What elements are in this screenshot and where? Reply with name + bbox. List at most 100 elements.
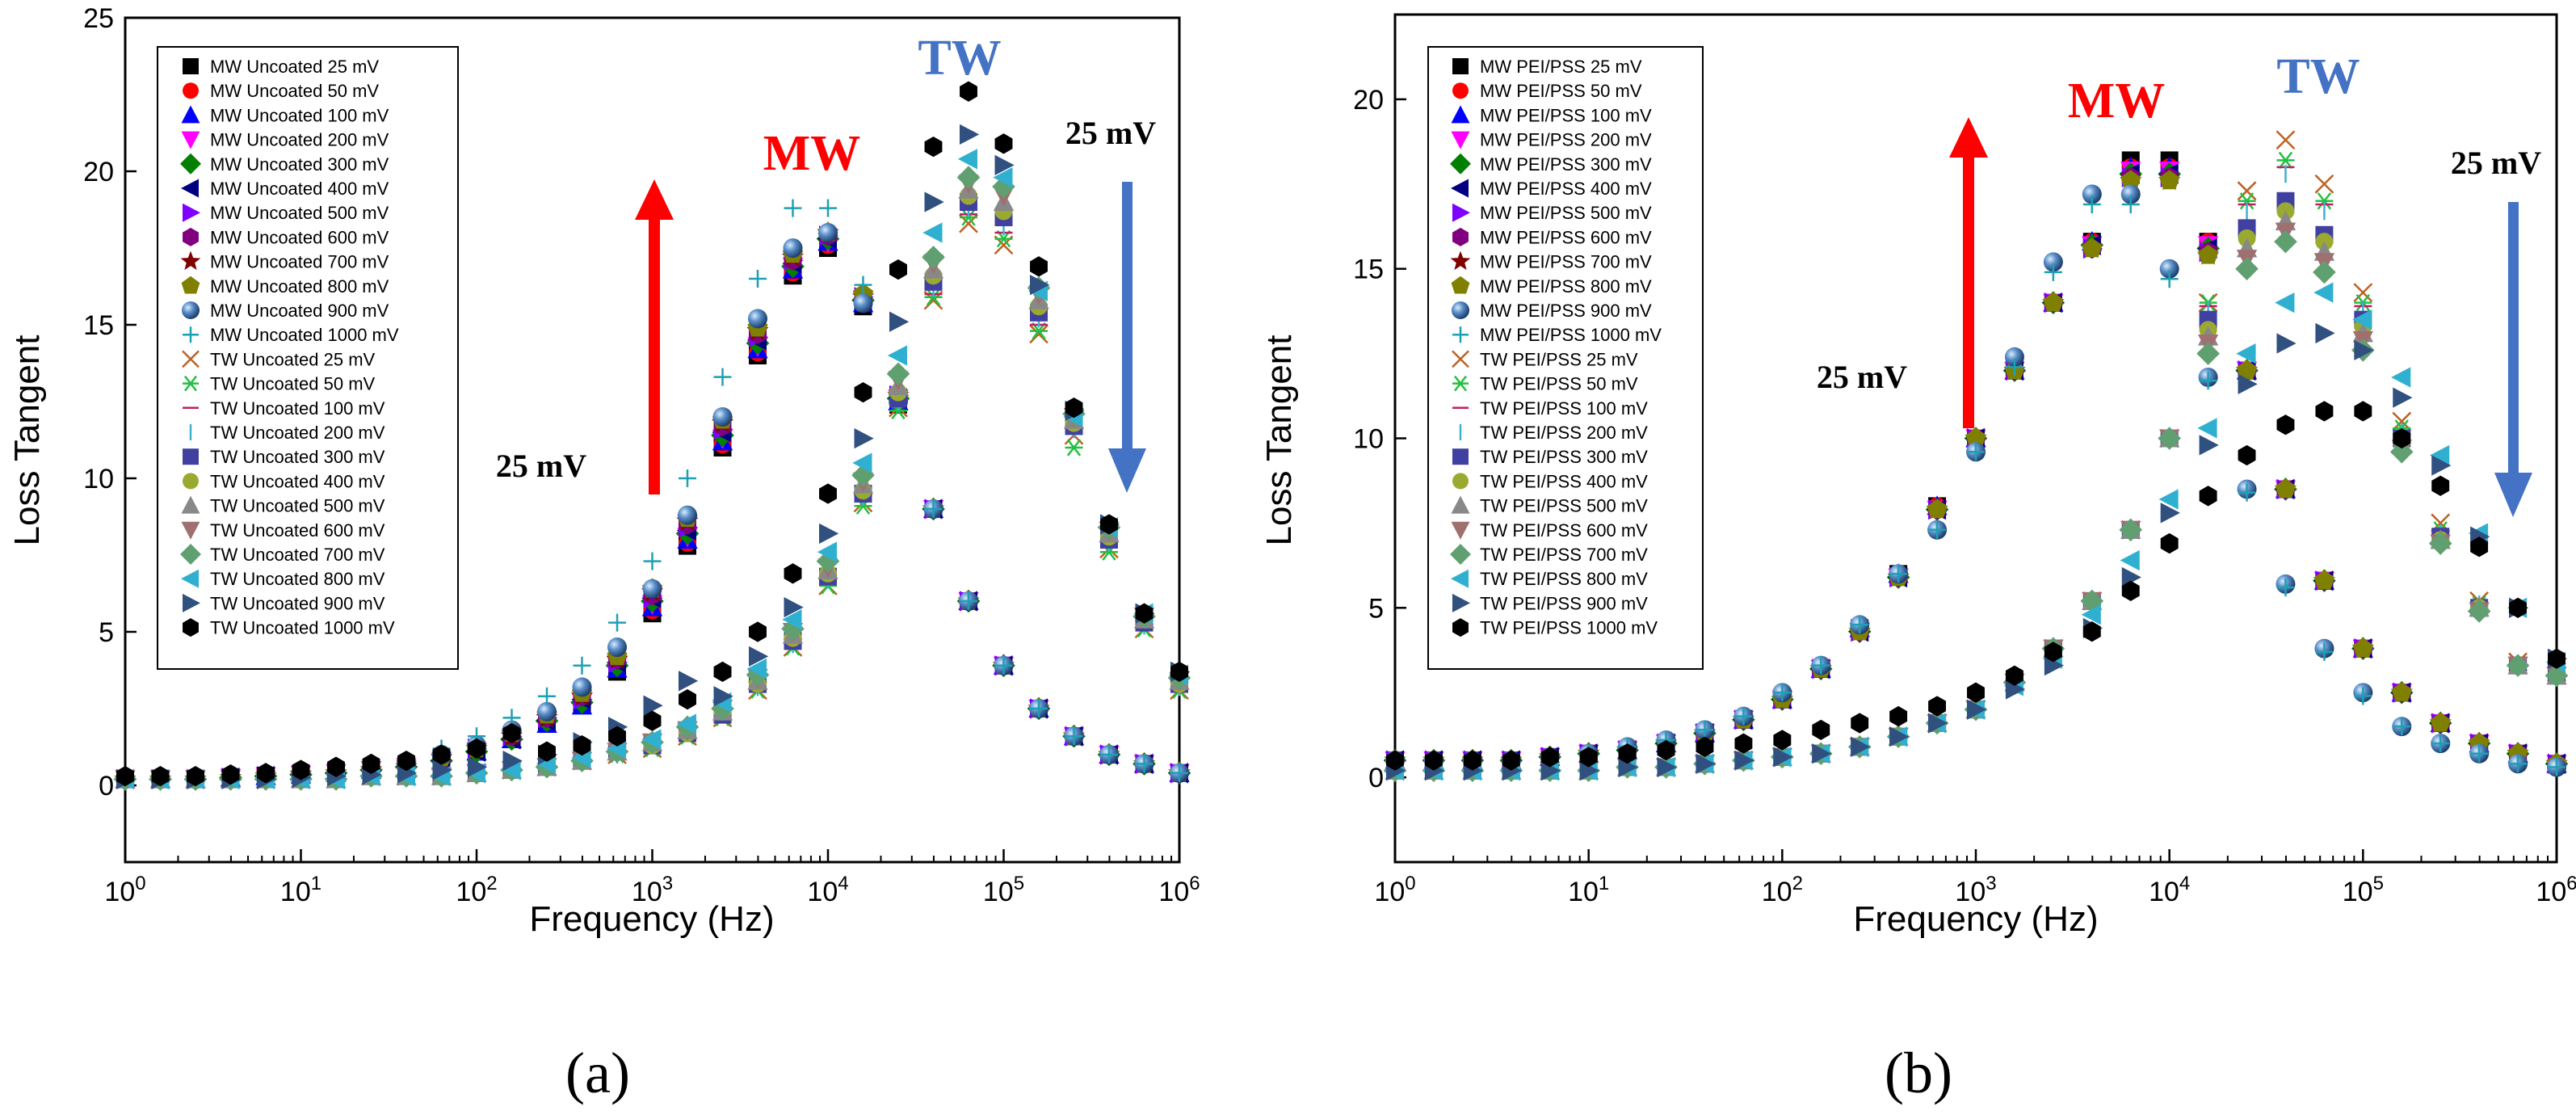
data-point: [608, 726, 626, 747]
legend-b: MW PEI/PSS 25 mV MW PEI/PSS 50 mV MW PEI/P…: [1450, 57, 1662, 638]
legend-box-b: [1427, 46, 1704, 670]
data-point: [922, 222, 943, 243]
data-point: [573, 734, 591, 756]
mw-label-b: MW: [2068, 74, 2166, 128]
data-point: [1100, 514, 1118, 535]
legend-entry: TW PEI/PSS 700 mV: [1480, 545, 1648, 565]
legend-box-a: [157, 46, 459, 670]
x-tick-label: 104: [807, 873, 848, 907]
legend-marker: [181, 105, 200, 124]
data-point: [362, 753, 380, 775]
legend-marker: [183, 473, 199, 490]
down-arrow-a: [1108, 182, 1146, 493]
data-point: [2548, 648, 2565, 669]
data-point: [2315, 401, 2334, 422]
data-point: [2314, 174, 2334, 194]
data-point: [2044, 642, 2062, 663]
legend-entry: TW Uncoated 25 mV: [210, 349, 376, 369]
legend-entry: TW Uncoated 400 mV: [210, 471, 385, 491]
data-point: [2160, 503, 2180, 524]
data-point: [1773, 747, 1793, 768]
data-point: [2315, 192, 2334, 210]
data-point: [1889, 705, 1908, 727]
y-tick-label: 0: [1368, 763, 1384, 793]
legend-entry: MW Uncoated 200 mV: [210, 130, 389, 150]
data-point: [2353, 283, 2373, 302]
data-point: [2120, 549, 2140, 571]
data-point: [2160, 270, 2179, 288]
data-point: [2238, 444, 2256, 466]
legend-marker: [182, 301, 200, 319]
data-point: [327, 756, 345, 777]
data-point: [1618, 743, 1637, 764]
data-point: [2235, 257, 2259, 280]
data-point: [679, 469, 697, 487]
y-tick-label: 5: [1368, 593, 1384, 624]
data-point: [643, 695, 663, 716]
legend-marker: [181, 495, 200, 514]
x-tick-label: 101: [280, 873, 321, 907]
legend-entry: TW PEI/PSS 500 mV: [1480, 496, 1648, 516]
legend-entry: TW Uncoated 50 mV: [210, 374, 376, 394]
data-point: [1618, 756, 1638, 778]
legend-marker: [183, 375, 199, 392]
y-tick-label: 10: [1353, 424, 1384, 455]
data-point: [2199, 372, 2217, 390]
data-point: [2430, 444, 2450, 466]
data-point: [187, 765, 204, 787]
data-point: [2121, 195, 2140, 213]
data-point: [2391, 367, 2411, 388]
data-point: [1099, 746, 1118, 764]
data-point: [1773, 684, 1792, 702]
data-point: [2548, 758, 2565, 776]
data-point: [2159, 170, 2180, 190]
data-point: [2236, 360, 2258, 380]
legend-entry: MW PEI/PSS 25 mV: [1480, 57, 1642, 77]
data-point: [1889, 726, 1910, 747]
data-point: [572, 677, 592, 697]
data-point: [747, 309, 767, 329]
data-point: [854, 427, 874, 449]
data-point: [1928, 696, 1947, 717]
data-point: [2274, 229, 2297, 254]
data-point: [257, 763, 275, 784]
data-point: [2354, 687, 2372, 705]
y-tick-label: 20: [1353, 85, 1384, 116]
data-point: [1696, 736, 1714, 757]
data-point: [924, 288, 943, 306]
data-point: [1967, 699, 1987, 720]
legend-entry: MW PEI/PSS 500 mV: [1480, 203, 1652, 223]
legend-entry: TW PEI/PSS 800 mV: [1480, 569, 1648, 589]
data-point: [2354, 401, 2372, 422]
legend-marker: [1450, 544, 1471, 565]
data-point: [1851, 736, 1871, 757]
data-point: [502, 722, 521, 744]
legend-marker: [180, 250, 201, 271]
data-point: [1812, 743, 1832, 764]
data-point: [608, 613, 627, 632]
legend-entry: MW Uncoated 300 mV: [210, 154, 389, 175]
data-point: [1696, 721, 1714, 739]
data-point: [784, 199, 802, 217]
data-point: [2081, 604, 2101, 625]
data-point: [2236, 343, 2256, 364]
data-point: [537, 701, 557, 722]
data-point: [2082, 184, 2102, 204]
data-point: [502, 750, 523, 772]
data-point: [573, 656, 591, 675]
voltage-label-left-a: 25 mV: [496, 448, 586, 484]
data-point: [676, 713, 697, 734]
data-point: [116, 765, 134, 787]
data-point: [2043, 292, 2064, 312]
data-point: [679, 671, 699, 692]
y-tick-label: 15: [1353, 255, 1384, 285]
data-point: [2160, 532, 2179, 554]
data-point: [2043, 252, 2063, 272]
data-point: [1065, 439, 1083, 457]
data-point: [2159, 259, 2179, 279]
y-axis-title-a: Loss Tangent: [7, 335, 47, 546]
data-points-a: [113, 81, 1191, 791]
data-point: [2082, 238, 2103, 258]
data-point: [784, 563, 802, 584]
data-point: [994, 656, 1013, 675]
